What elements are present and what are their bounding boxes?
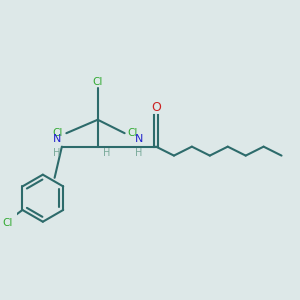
Text: Cl: Cl [2,218,12,228]
Text: N: N [135,134,143,144]
Text: Cl: Cl [92,77,103,87]
Text: H: H [135,148,142,158]
Text: H: H [103,148,111,158]
Text: H: H [53,148,61,158]
Text: Cl: Cl [52,128,63,138]
Text: O: O [151,101,161,114]
Text: Cl: Cl [127,128,137,138]
Text: N: N [52,134,61,144]
